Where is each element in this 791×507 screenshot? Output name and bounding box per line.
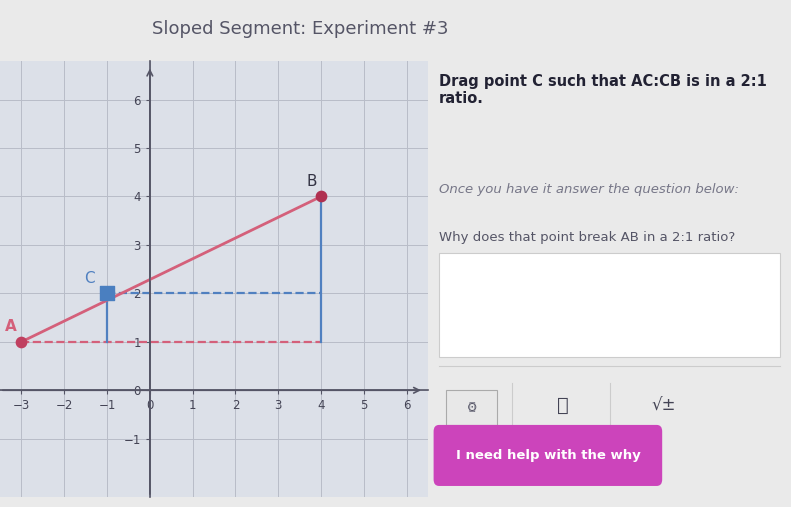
Text: 🖼: 🖼 [468, 403, 475, 413]
Text: Once you have it answer the question below:: Once you have it answer the question bel… [439, 183, 739, 196]
Text: Drag point C such that AC:CB is in a 2:1 ratio.: Drag point C such that AC:CB is in a 2:1… [439, 74, 767, 106]
Text: Sloped Segment: Experiment #3: Sloped Segment: Experiment #3 [153, 20, 448, 39]
Point [100, 289, 113, 298]
FancyBboxPatch shape [433, 425, 662, 486]
Text: ⊙: ⊙ [467, 401, 477, 414]
Point [15, 338, 28, 346]
Text: Why does that point break AB in a 2:1 ratio?: Why does that point break AB in a 2:1 ra… [439, 231, 736, 244]
FancyBboxPatch shape [439, 252, 780, 357]
Text: B: B [306, 174, 316, 189]
Text: A: A [5, 319, 17, 334]
FancyBboxPatch shape [446, 390, 497, 425]
Text: √±: √± [652, 396, 676, 414]
Text: ⌶: ⌶ [557, 396, 568, 415]
Text: C: C [85, 271, 95, 286]
Text: I need help with the why: I need help with the why [456, 449, 640, 462]
Point [315, 193, 327, 201]
